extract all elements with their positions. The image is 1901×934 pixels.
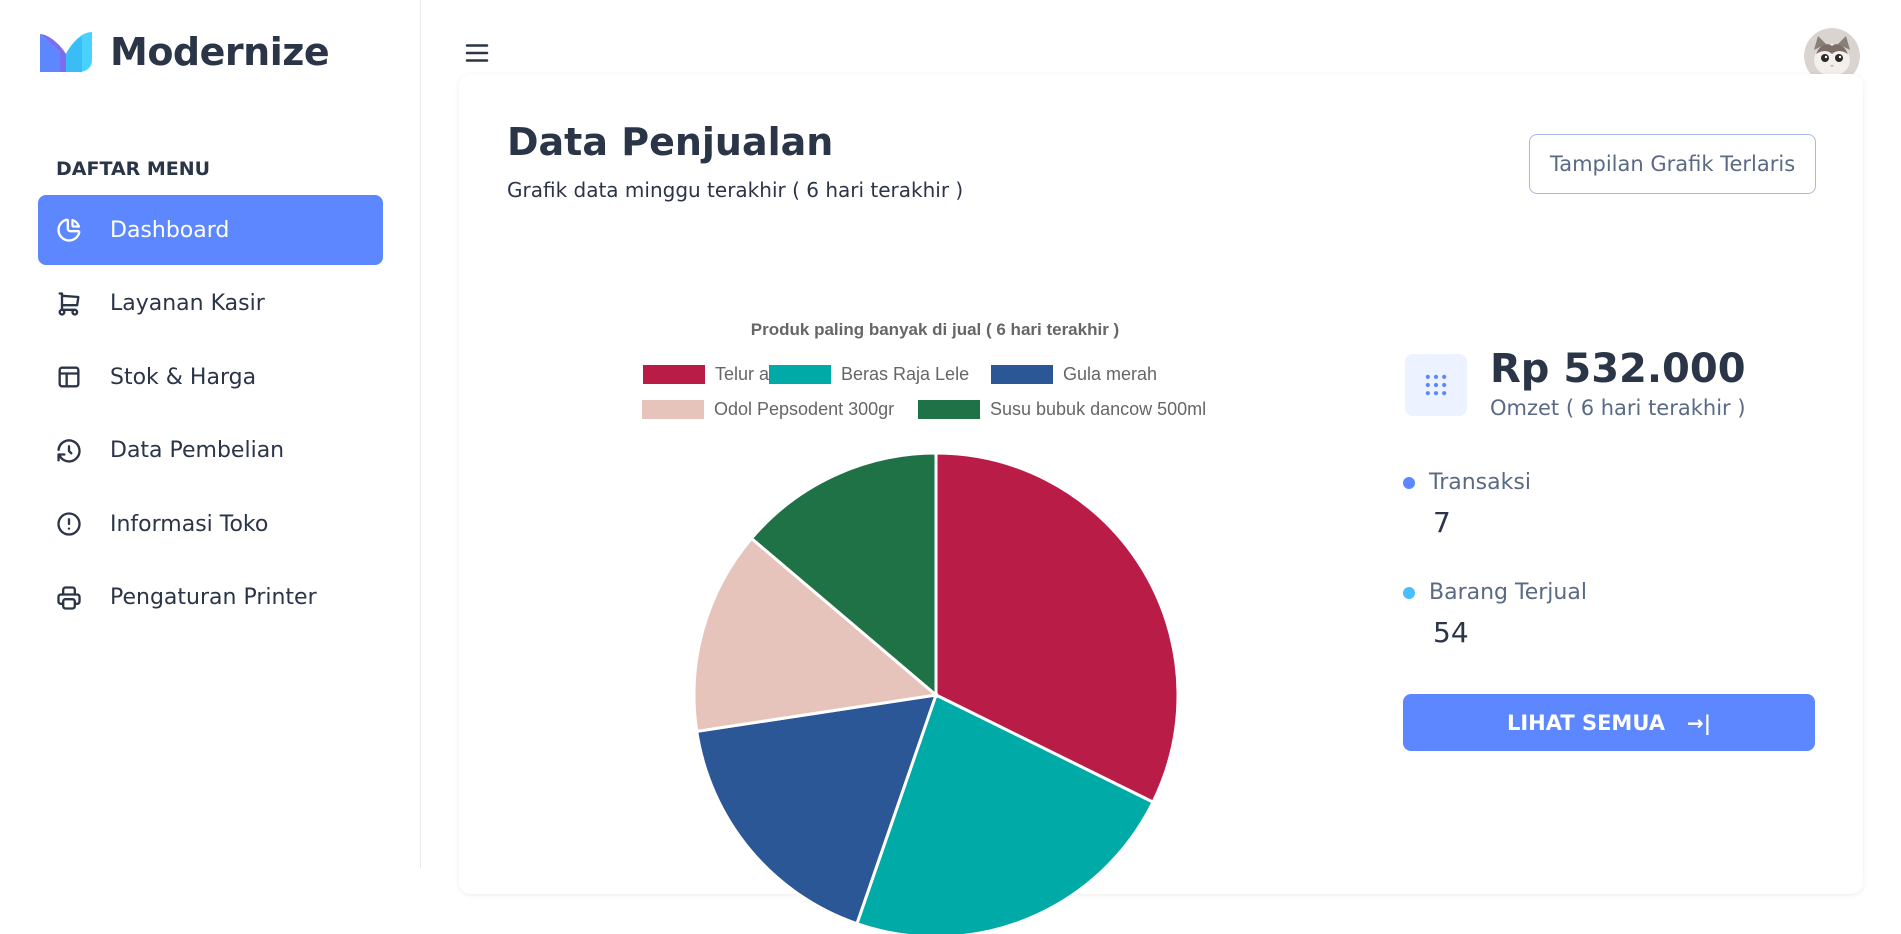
legend-label: Odol Pepsodent 300gr — [714, 399, 894, 419]
barang-terjual-value: 54 — [1433, 616, 1469, 649]
lihat-semua-label: LIHAT SEMUA — [1506, 710, 1665, 735]
pie-chart-icon — [54, 215, 84, 245]
layout-icon — [54, 362, 84, 392]
sidebar-item-label: Dashboard — [110, 217, 230, 243]
logo-icon — [40, 32, 92, 72]
sidebar-item-label: Data Pembelian — [110, 438, 285, 463]
info-circle-icon — [54, 509, 84, 539]
sidebar-menu: Dashboard Layanan Kasir Stok & Harga — [38, 195, 383, 636]
sidebar-item-data-pembelian[interactable]: Data Pembelian — [38, 416, 383, 486]
sidebar-item-layanan-kasir[interactable]: Layanan Kasir — [38, 269, 383, 339]
legend-item[interactable]: Beras Raja Lele — [769, 364, 969, 384]
printer-icon — [54, 583, 84, 613]
barang-terjual-dot — [1403, 586, 1415, 599]
best-seller-chart-button[interactable]: Tampilan Grafik Terlaris — [1529, 134, 1816, 194]
hamburger-icon[interactable] — [462, 38, 492, 68]
brand-name: Modernize — [110, 30, 330, 74]
transaksi-label: Transaksi — [1429, 470, 1531, 495]
grid-dots-icon — [1425, 374, 1447, 396]
pie-slice[interactable] — [692, 536, 940, 734]
sidebar-item-dashboard[interactable]: Dashboard — [38, 195, 383, 265]
sidebar-item-label: Stok & Harga — [110, 364, 257, 390]
arrow-right-bar-icon: →| — [1687, 710, 1712, 735]
legend-item[interactable]: Odol Pepsodent 300gr — [642, 399, 894, 419]
legend-label: Gula merah — [1063, 364, 1157, 384]
transaksi-value: 7 — [1433, 506, 1451, 539]
brand-logo[interactable]: Modernize — [38, 30, 330, 74]
legend-label: Beras Raja Lele — [841, 364, 969, 384]
cart-icon — [54, 289, 84, 319]
sidebar-item-label: Layanan Kasir — [110, 291, 265, 316]
pie-slice[interactable] — [749, 451, 938, 699]
stat-icon-box — [1405, 354, 1467, 416]
legend-item[interactable]: Susu bubuk dancow 500ml — [918, 399, 1206, 419]
legend-label: Susu bubuk dancow 500ml — [990, 399, 1206, 419]
pie-chart: Produk paling banyak di jual ( 6 hari te… — [642, 320, 1206, 934]
pie-slice[interactable] — [934, 451, 1180, 805]
transaksi-dot — [1403, 476, 1415, 489]
omzet-value: Rp 532.000 — [1490, 346, 1746, 392]
cat-avatar-icon — [1804, 28, 1860, 84]
page-subtitle: Grafik data minggu terakhir ( 6 hari ter… — [507, 178, 964, 202]
transaksi-stat: Transaksi — [1403, 470, 1531, 495]
barang-terjual-stat: Barang Terjual — [1403, 580, 1587, 605]
barang-terjual-label: Barang Terjual — [1429, 580, 1587, 605]
sidebar-item-pengaturan-printer[interactable]: Pengaturan Printer — [38, 563, 383, 633]
sales-card: Data Penjualan Grafik data minggu terakh… — [459, 74, 1863, 934]
sidebar-item-informasi-toko[interactable]: Informasi Toko — [38, 489, 383, 559]
lihat-semua-button[interactable]: LIHAT SEMUA →| — [1403, 694, 1815, 751]
page-title: Data Penjualan — [507, 120, 834, 164]
menu-title: DAFTAR MENU — [56, 158, 211, 180]
sidebar-item-label: Pengaturan Printer — [110, 585, 317, 610]
sidebar-item-label: Informasi Toko — [110, 511, 269, 537]
sidebar: Modernize DAFTAR MENU Dashboard Layanan … — [0, 0, 421, 868]
omzet-label: Omzet ( 6 hari terakhir ) — [1490, 396, 1746, 420]
history-icon — [54, 436, 84, 466]
avatar[interactable] — [1804, 28, 1860, 84]
chart-title: Produk paling banyak di jual ( 6 hari te… — [751, 320, 1119, 339]
sidebar-item-stok-harga[interactable]: Stok & Harga — [38, 342, 383, 412]
legend-item[interactable]: Gula merah — [991, 364, 1157, 384]
